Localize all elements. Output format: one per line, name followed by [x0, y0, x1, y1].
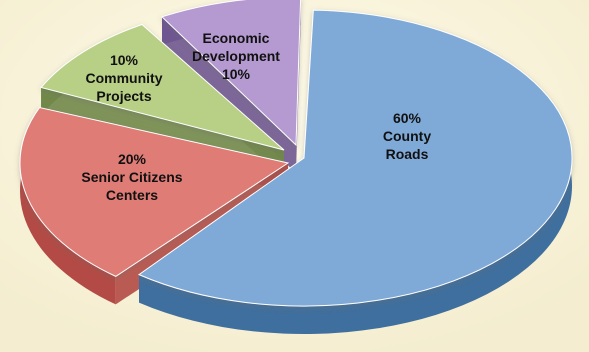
senior-citizens-centers-label-line: Centers: [106, 187, 158, 203]
economic-development-label-line: Economic: [203, 30, 270, 46]
label-layer: 60% County Roads 20% Senior Citizens Centers 1…: [81, 30, 431, 203]
community-projects-slice: [40, 23, 285, 151]
community-projects-label: 10% Community Projects: [86, 52, 163, 104]
county-roads-label-line: Roads: [386, 146, 429, 162]
community-projects-label-line: Community: [86, 70, 163, 86]
county-roads-label-line: County: [383, 128, 431, 144]
senior-citizens-centers-label-line: Senior Citizens: [81, 169, 182, 185]
senior-citizens-centers-slice: [19, 106, 290, 277]
slice-layer: [19, 0, 573, 335]
county-roads-slice: [137, 9, 573, 307]
senior-citizens-centers-label-line: 20%: [118, 151, 147, 167]
economic-development-label-line: 10%: [222, 66, 251, 82]
community-projects-label-line: Projects: [96, 88, 151, 104]
economic-development-slice: [161, 0, 302, 147]
economic-development-label-line: Development: [192, 48, 280, 64]
county-roads-label: 60% County Roads: [383, 110, 431, 162]
economic-development-label: Economic Development 10%: [192, 30, 280, 82]
community-projects-label-line: 10%: [110, 52, 139, 68]
county-roads-side: [139, 10, 573, 335]
county-roads-label-line: 60%: [393, 110, 422, 126]
senior-citizens-centers-label: 20% Senior Citizens Centers: [81, 151, 182, 203]
